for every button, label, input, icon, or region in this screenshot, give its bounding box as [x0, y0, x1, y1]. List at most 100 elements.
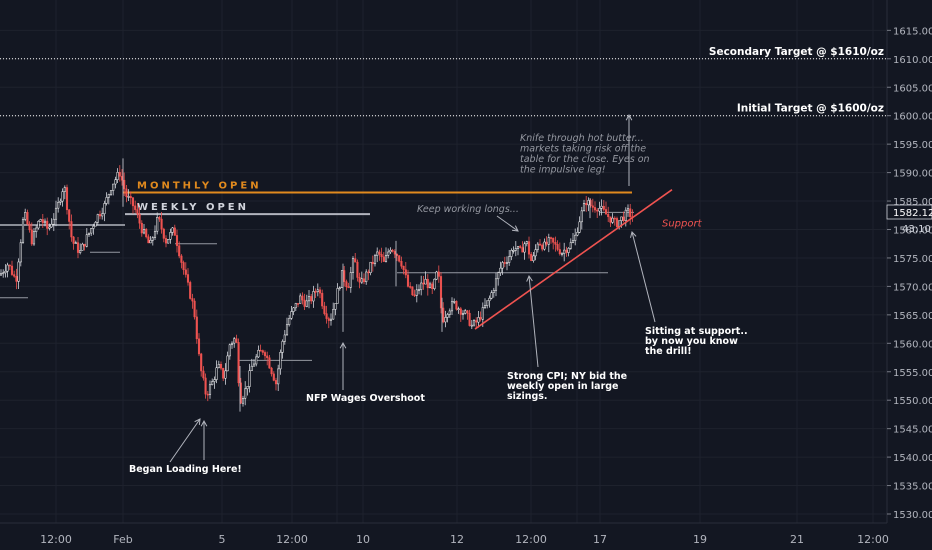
- candle-body: [411, 286, 414, 296]
- time-axis[interactable]: [0, 523, 887, 550]
- candle-body: [558, 249, 561, 255]
- candle-body: [261, 350, 264, 353]
- candle-body: [28, 223, 31, 231]
- candle-body: [384, 255, 388, 262]
- candle-body: [206, 393, 209, 396]
- candle-body: [360, 278, 363, 283]
- candle-body: [490, 292, 493, 299]
- candle-body: [101, 213, 104, 217]
- candle-body: [98, 214, 102, 217]
- candle-body: [367, 271, 370, 274]
- level-lines: Secondary Target @ $1610/oz Initial Targe…: [0, 46, 887, 361]
- price-tick-label: 1610.00: [893, 55, 932, 66]
- candle-body: [318, 289, 322, 294]
- candle-body: [565, 249, 568, 253]
- price-tick-label: 1590.00: [893, 169, 932, 180]
- candle-body: [219, 364, 223, 369]
- candle-body: [50, 223, 53, 228]
- candle-body: [534, 249, 537, 257]
- candle-body: [195, 316, 198, 340]
- candle-body: [400, 261, 403, 267]
- candle-body: [266, 355, 269, 359]
- candle-body: [244, 388, 247, 399]
- candle-body: [545, 241, 548, 245]
- candle-body: [620, 216, 623, 221]
- candle-body: [358, 277, 361, 283]
- candle-body: [413, 294, 416, 297]
- candle-body: [283, 334, 286, 342]
- candle-body: [114, 179, 117, 185]
- candle-body: [422, 282, 425, 285]
- time-tick-label: 19: [693, 533, 707, 546]
- candle-body: [501, 262, 504, 269]
- candle-body: [211, 381, 214, 385]
- candle-body: [470, 324, 473, 327]
- candle-body: [615, 218, 619, 228]
- candle-body: [48, 226, 51, 229]
- candle-body: [83, 243, 86, 247]
- candle-body: [598, 208, 601, 212]
- candle-body: [24, 212, 27, 220]
- candle-body: [387, 251, 390, 256]
- candle-body: [362, 278, 366, 283]
- candle-body: [6, 264, 9, 272]
- candle-body: [580, 210, 583, 223]
- candle-body: [272, 373, 275, 381]
- candle-body: [525, 241, 528, 245]
- candle-body: [85, 234, 88, 247]
- candle-body: [437, 271, 440, 277]
- candle-body: [468, 312, 471, 326]
- bar-countdown: 43:10: [902, 224, 931, 235]
- candle-body: [184, 269, 187, 275]
- candle-body: [35, 227, 38, 232]
- candle-body: [393, 251, 396, 255]
- candle-body: [250, 365, 253, 371]
- candle-body: [230, 342, 234, 346]
- candle-body: [613, 217, 616, 220]
- candle-body: [340, 270, 344, 289]
- support-label: Support: [662, 219, 703, 230]
- candle-body: [259, 349, 262, 352]
- candle-body: [167, 239, 170, 244]
- candle-body: [118, 172, 121, 177]
- current-price-value: 1582.12: [893, 208, 932, 219]
- time-tick-label: 10: [356, 533, 370, 546]
- price-axis[interactable]: [887, 0, 932, 523]
- candle-body: [81, 243, 84, 251]
- candle-body: [547, 237, 550, 245]
- candle-body: [200, 353, 203, 372]
- candle-body: [217, 364, 220, 368]
- candle-body: [560, 253, 564, 255]
- trend-lines: Support: [474, 189, 703, 330]
- candle-body: [527, 241, 531, 255]
- candle-body: [354, 258, 357, 263]
- candle-body: [327, 318, 330, 321]
- candle-body: [609, 216, 612, 223]
- time-axis-ticks: 12:00 Feb 5 12:00 10 12 12:00 17 19 21 12:00: [40, 533, 889, 546]
- candle-body: [87, 232, 91, 235]
- candle-body: [156, 217, 159, 232]
- candle-body: [426, 278, 429, 289]
- candle-body: [237, 342, 240, 384]
- candle-body: [90, 228, 93, 234]
- price-tick-label: 1555.00: [893, 368, 932, 379]
- candle-body: [479, 317, 482, 320]
- time-tick-label: 5: [219, 533, 226, 546]
- candle-body: [464, 310, 467, 314]
- candle-body: [356, 261, 359, 278]
- candle-body: [164, 238, 168, 244]
- candle-body: [296, 303, 300, 305]
- keep-working-longs-text: Keep working longs...: [417, 204, 519, 215]
- candle-body: [321, 292, 324, 307]
- candle-body: [224, 370, 227, 379]
- candle-body: [492, 289, 495, 293]
- candle-body: [376, 251, 379, 256]
- candle-body: [4, 270, 7, 274]
- candle-body: [160, 218, 163, 230]
- candle-body: [228, 344, 231, 357]
- price-tick-label: 1545.00: [893, 425, 932, 436]
- candle-body: [54, 207, 58, 220]
- candle-body: [13, 274, 16, 277]
